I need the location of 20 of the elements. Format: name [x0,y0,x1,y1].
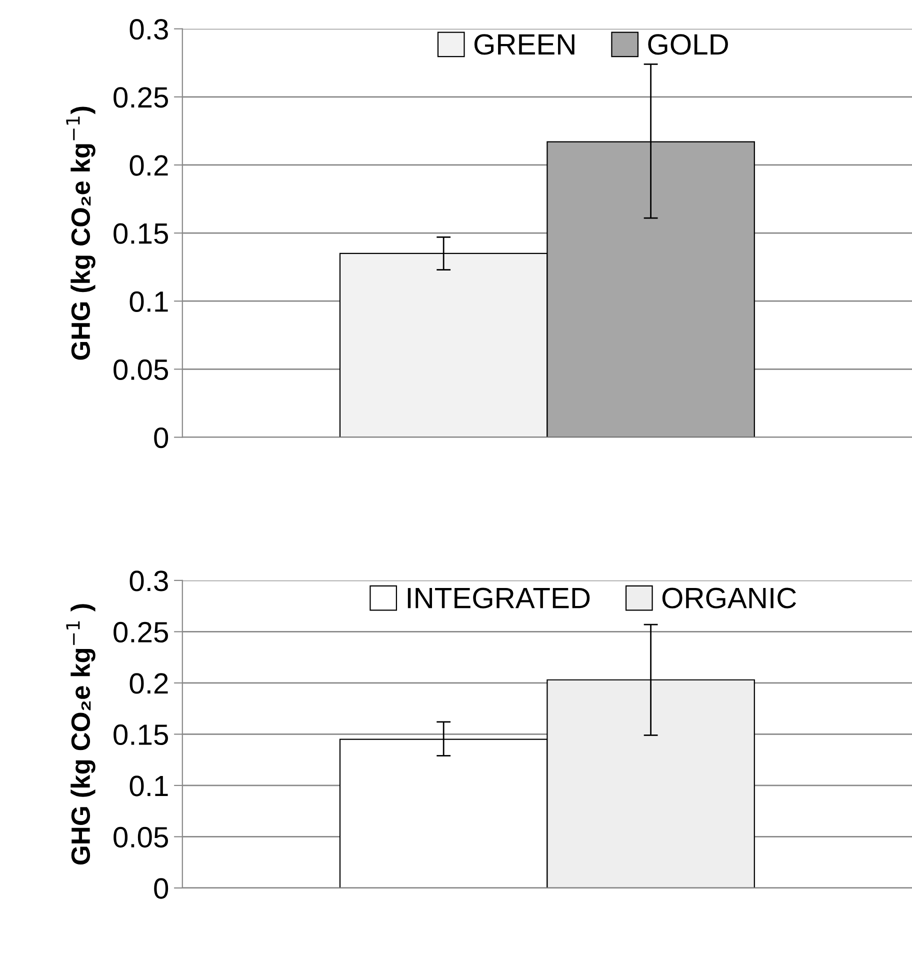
y-tick-label: 0.3 [130,19,168,40]
y-tick-label: 0.2 [130,155,168,176]
legend-label: GREEN [474,34,574,55]
legend-label: ORGANIC [662,588,796,608]
legend-label: GOLD [648,34,728,55]
y-tick-label: 0.15 [114,223,168,244]
y-tick-label: 0.1 [130,776,168,796]
y-tick-label: 0.15 [114,724,168,746]
legend-label: INTEGRATED [408,588,590,608]
y-tick-label: 0 [154,878,168,899]
y-tick-label: 0 [154,427,168,448]
y-axis-title: GHG (kg CO₂e kg$^{−1}$ ) [66,604,96,865]
y-tick-label: 0.05 [114,359,168,380]
y-tick-label: 0.1 [130,291,168,312]
y-tick-label: 0.25 [114,622,168,643]
y-tick-label: 0.3 [130,570,168,592]
y-tick-label: 0.2 [130,673,168,694]
y-tick-label: 0.25 [114,87,168,108]
y-axis-title: GHG (kg CO₂e kg$^{−1}$) [66,106,96,360]
y-tick-label: 0.05 [114,826,168,848]
